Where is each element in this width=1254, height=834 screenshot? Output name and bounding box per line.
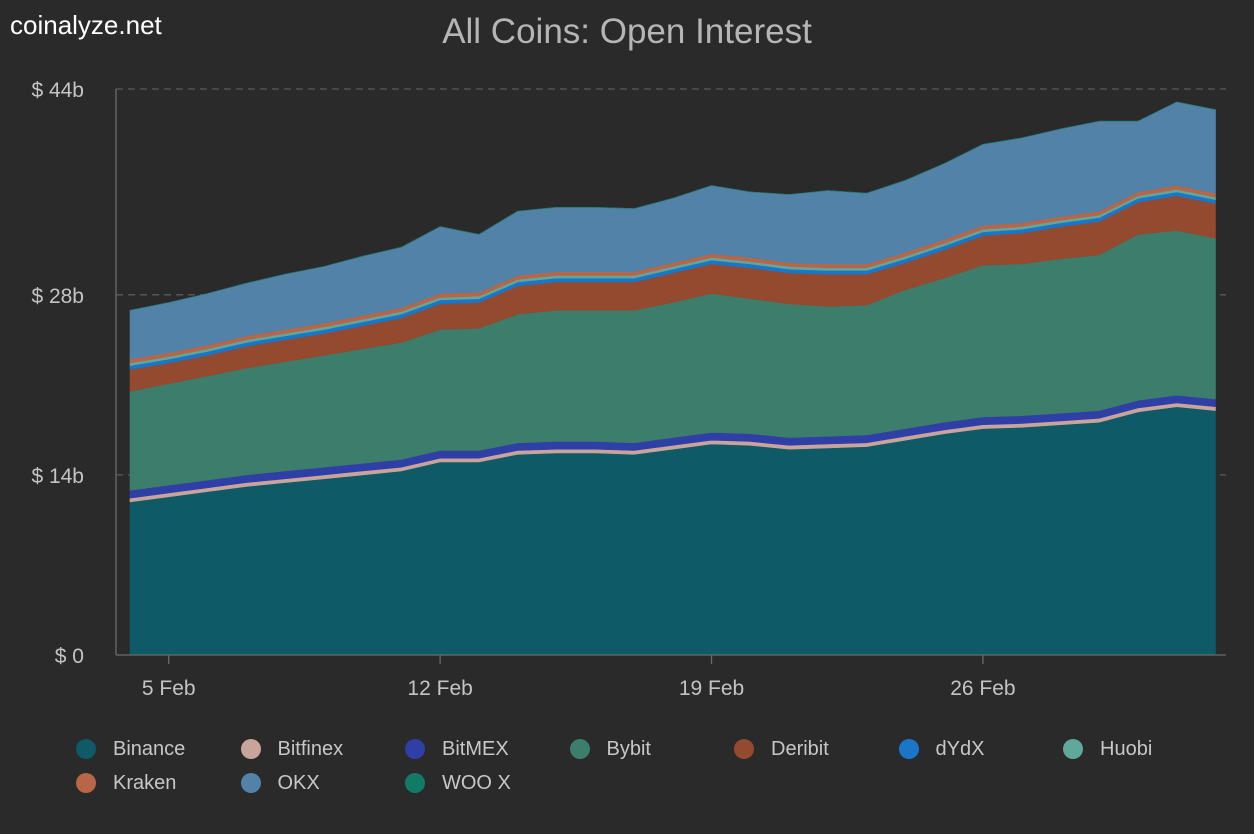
legend-label: dYdX — [935, 737, 985, 760]
legend-swatch — [734, 739, 754, 759]
legend-swatch — [405, 739, 425, 759]
legend-item-dydx[interactable]: dYdX — [898, 737, 1064, 760]
legend-swatch — [898, 739, 919, 759]
legend-label: OKX — [277, 771, 320, 794]
legend-label: WOO X — [442, 771, 511, 794]
legend-label: BitMEX — [442, 737, 509, 760]
legend-item-bitfinex[interactable]: Bitfinex — [240, 737, 406, 760]
y-tick-label: $ 0 — [55, 645, 84, 668]
legend-item-huobi[interactable]: Huobi — [1063, 738, 1228, 760]
legend-swatch — [76, 739, 96, 759]
axis-layer: $ 0 $ 14b $ 28b $ 44b 5 Feb 12 Feb 19 Feb 26 Fe… — [31, 79, 1226, 700]
legend-item-okx[interactable]: OKX — [240, 771, 406, 794]
legend-label: Deribit — [771, 737, 829, 760]
legend-label: Bybit — [606, 737, 651, 760]
legend-swatch — [1063, 739, 1083, 759]
legend-swatch — [405, 773, 425, 793]
legend-swatch — [76, 773, 96, 793]
legend-item-binance[interactable]: Binance — [76, 738, 241, 760]
legend-swatch — [240, 739, 261, 759]
legend-swatch — [569, 739, 590, 759]
y-tick-label: $ 44b — [31, 79, 84, 102]
legend-label: Huobi — [1100, 737, 1153, 760]
legend-item-deribit[interactable]: Deribit — [734, 738, 899, 760]
legend-item-bybit[interactable]: Bybit — [569, 737, 735, 760]
chart-title: All Coins: Open Interest — [442, 12, 812, 51]
legend-swatch — [240, 773, 261, 793]
x-tick-label: 26 Feb — [950, 677, 1015, 700]
legend-label: Bitfinex — [277, 737, 344, 760]
legend-label: Binance — [113, 737, 186, 760]
x-tick-label: 19 Feb — [679, 677, 744, 700]
series-area-woo-x[interactable] — [129, 101, 1216, 311]
legend-item-bitmex[interactable]: BitMEX — [405, 738, 570, 760]
y-tick-label: $ 28b — [31, 285, 84, 308]
brand-logo[interactable]: coinalyze.net — [10, 10, 162, 40]
y-tick-label: $ 14b — [31, 465, 84, 488]
legend: Binance Bitfinex BitMEX Bybit Deribit dYdX Huo… — [76, 738, 1236, 794]
legend-label: Kraken — [113, 771, 177, 794]
legend-item-kraken[interactable]: Kraken — [76, 772, 241, 794]
legend-item-woo-x[interactable]: WOO X — [405, 772, 570, 794]
area-layer — [129, 101, 1216, 656]
x-tick-label: 5 Feb — [142, 677, 196, 700]
x-tick-label: 12 Feb — [407, 677, 472, 700]
